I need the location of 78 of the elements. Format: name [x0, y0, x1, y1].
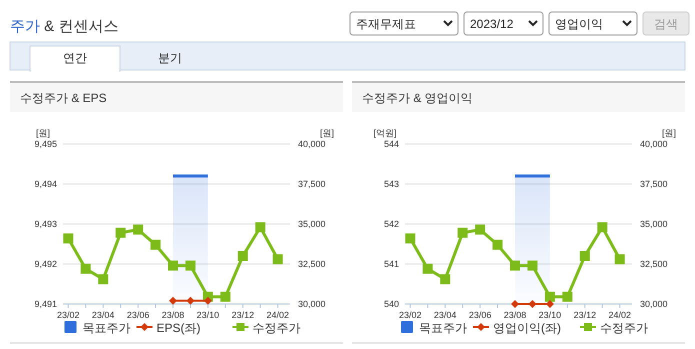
point: [422, 264, 433, 274]
y2-tick-label: 32,500: [640, 259, 668, 269]
y2-tick-label: 40,000: [298, 139, 326, 149]
y2-tick-label: 30,000: [640, 299, 668, 309]
point: [562, 292, 572, 302]
y2-tick-label: 35,000: [640, 219, 668, 229]
x-tick-label: 23/04: [92, 310, 114, 320]
y-tick-label: 543: [384, 179, 399, 189]
x-tick-label: 23/12: [574, 310, 596, 320]
x-tick-label: 24/02: [608, 310, 632, 320]
point: [168, 260, 178, 271]
y2-tick-label: 32,500: [298, 259, 326, 269]
point: [185, 260, 196, 271]
y2-tick-label: 37,500: [298, 179, 326, 189]
legend-label: EPS(좌): [156, 321, 201, 335]
point: [255, 222, 266, 232]
x-tick-label: 23/04: [434, 310, 456, 320]
x-tick-label: 23/02: [56, 310, 80, 320]
point: [458, 228, 468, 238]
legend-label: 목표주가: [82, 321, 130, 335]
point: [597, 222, 608, 232]
y2-tick-label: 35,000: [298, 219, 326, 229]
legend-label: 수정주가: [600, 321, 648, 335]
y2-tick-label: 30,000: [298, 299, 326, 309]
point: [150, 240, 161, 250]
chart-title: 수정주가 & EPS: [20, 91, 107, 105]
x-tick-label: 23/08: [162, 310, 184, 320]
point: [544, 292, 555, 302]
x-tick-label: 23/06: [126, 310, 150, 320]
point: [63, 233, 74, 244]
point: [116, 228, 126, 238]
point: [492, 240, 503, 250]
point: [475, 224, 486, 235]
y-tick-label: 9,492: [34, 259, 57, 269]
point: [272, 254, 283, 264]
y-tick-label: 9,491: [34, 299, 57, 309]
point: [527, 260, 538, 271]
point: [614, 254, 625, 264]
x-tick-label: 23/06: [468, 310, 492, 320]
y-tick-label: 9,494: [34, 179, 57, 189]
y-tick-label: 540: [384, 299, 399, 309]
text: 분기: [158, 51, 182, 65]
x-tick-label: 23/02: [398, 310, 422, 320]
text: 영업이익: [555, 17, 603, 31]
legend-label: 영업이익(좌): [493, 321, 561, 335]
x-tick-label: 23/08: [504, 310, 526, 320]
y-tick-label: 9,495: [34, 139, 57, 149]
point: [80, 264, 91, 274]
x-tick-label: 23/10: [196, 310, 220, 320]
y-tick-label: 542: [384, 219, 399, 229]
x-tick-label: 24/02: [266, 310, 290, 320]
y-tick-label: 541: [384, 259, 399, 269]
text: 2023/12: [470, 17, 514, 31]
point: [238, 251, 248, 261]
point: [510, 260, 520, 271]
legend-label: 목표주가: [419, 321, 467, 335]
y-tick-label: 9,493: [34, 219, 57, 229]
y-tick-label: 544: [384, 139, 399, 149]
text: 주재무제표: [356, 17, 416, 31]
y2-tick-label: 40,000: [640, 139, 668, 149]
point: [580, 251, 590, 261]
text: 주가 & 컨센서스: [10, 18, 118, 35]
point: [133, 224, 144, 235]
y-axis-title: [원]: [36, 128, 50, 138]
y-axis-title: [억원]: [373, 128, 397, 138]
legend-label: 수정주가: [252, 321, 300, 335]
point: [220, 292, 230, 302]
y2-axis-title: [원]: [320, 128, 334, 138]
point: [440, 274, 450, 284]
y2-tick-label: 37,500: [640, 179, 668, 189]
point: [405, 233, 416, 244]
point: [98, 274, 108, 284]
x-tick-label: 23/10: [538, 310, 562, 320]
chart-title: 수정주가 & 영업이익: [362, 91, 473, 105]
text: 연간: [63, 51, 87, 65]
text: 검색: [654, 17, 678, 31]
x-tick-label: 23/12: [232, 310, 254, 320]
y2-axis-title: [원]: [662, 128, 676, 138]
